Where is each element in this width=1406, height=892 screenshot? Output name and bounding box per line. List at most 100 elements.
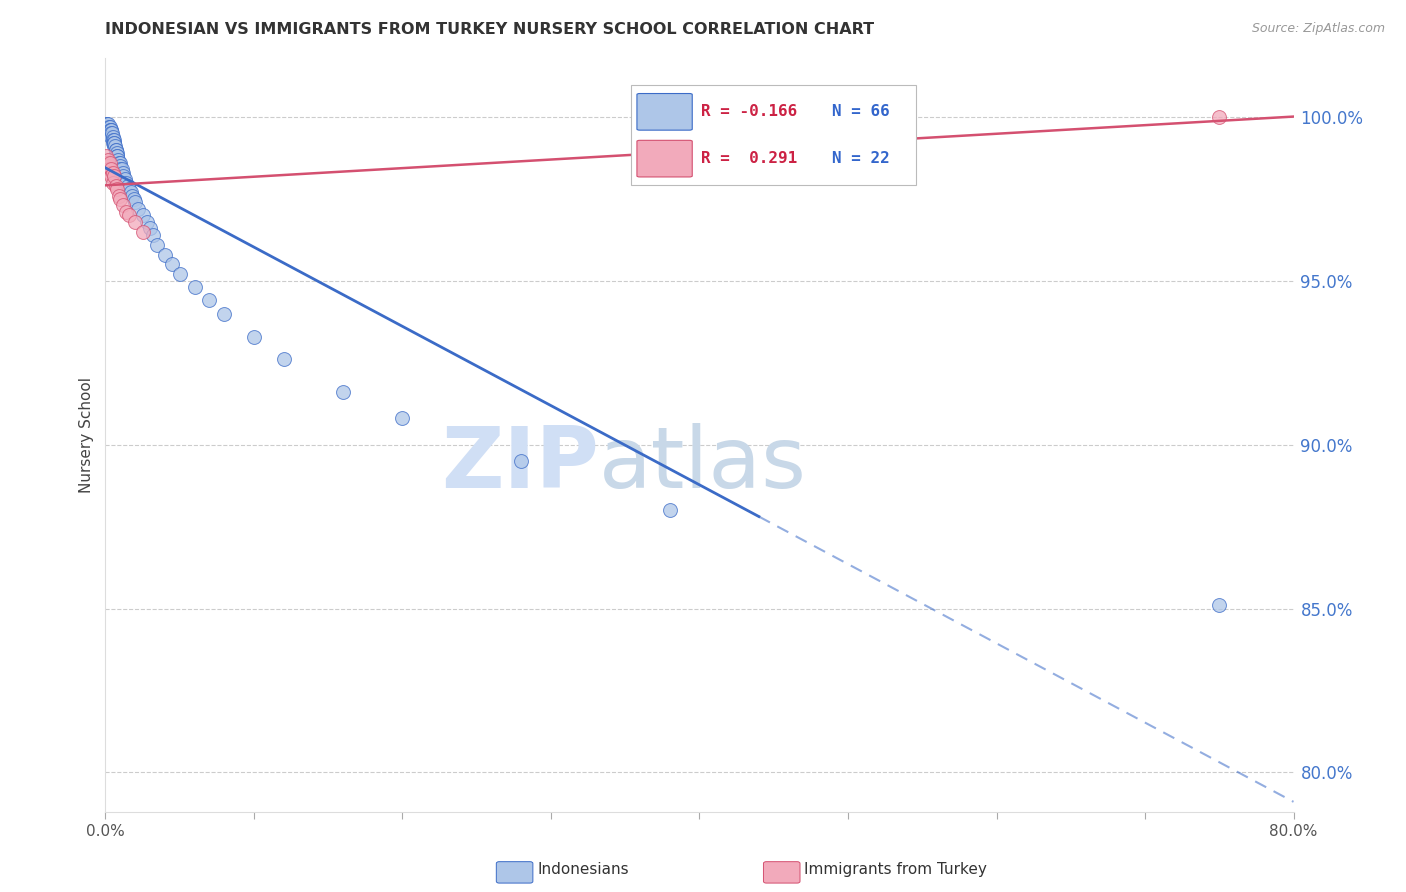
Point (273, 352, 295, 367)
Point (105, 146, 128, 161)
Point (98, 166, 121, 180)
Text: R = -0.166: R = -0.166 (702, 104, 797, 120)
Point (100, 162, 122, 177)
Point (100, 169, 122, 183)
Point (101, 126, 124, 140)
Point (101, 133, 124, 147)
Point (243, 329, 266, 343)
Text: ZIP: ZIP (440, 424, 599, 507)
Point (120, 186, 142, 200)
Point (169, 267, 191, 281)
Point (101, 176, 124, 190)
Point (97, 120, 120, 134)
Point (96, 116, 118, 130)
Point (105, 149, 128, 163)
Text: R =  0.291: R = 0.291 (702, 151, 797, 166)
Text: atlas: atlas (599, 424, 807, 507)
Point (100, 123, 122, 137)
Point (153, 247, 176, 261)
Point (1208, 599, 1230, 613)
Point (97, 153, 120, 167)
Point (198, 293, 221, 308)
Point (108, 159, 131, 173)
Point (121, 188, 143, 202)
Point (100, 123, 122, 137)
Point (108, 156, 131, 170)
Point (103, 139, 125, 153)
Point (101, 166, 124, 180)
Point (658, 503, 681, 517)
Point (96, 156, 118, 170)
Point (124, 195, 146, 210)
Point (108, 188, 131, 202)
Point (105, 153, 128, 167)
Text: Indonesians: Indonesians (537, 863, 628, 877)
Point (98, 162, 121, 177)
Text: N = 22: N = 22 (832, 151, 890, 166)
Point (96, 149, 118, 163)
Point (115, 176, 138, 190)
Point (97, 116, 120, 130)
Point (104, 143, 127, 157)
Point (112, 169, 135, 183)
Point (127, 202, 149, 216)
Point (110, 162, 132, 177)
Point (112, 198, 135, 212)
Point (391, 411, 413, 425)
Point (104, 178, 127, 193)
Text: Source: ZipAtlas.com: Source: ZipAtlas.com (1251, 22, 1385, 36)
Point (103, 136, 125, 151)
Point (112, 166, 135, 180)
Text: N = 66: N = 66 (832, 104, 890, 120)
Point (118, 208, 141, 222)
Point (103, 169, 125, 183)
Point (162, 257, 184, 271)
Point (104, 143, 127, 157)
Point (1208, 110, 1230, 124)
Point (101, 129, 124, 144)
Point (214, 307, 236, 321)
Point (332, 385, 354, 400)
Point (122, 192, 145, 206)
Point (98, 120, 121, 134)
Text: Immigrants from Turkey: Immigrants from Turkey (804, 863, 987, 877)
Point (103, 136, 125, 151)
Point (104, 146, 127, 161)
Point (110, 159, 132, 173)
FancyBboxPatch shape (637, 94, 692, 130)
Point (111, 162, 134, 177)
Point (146, 237, 169, 252)
Point (105, 149, 128, 163)
Point (108, 156, 131, 170)
Point (136, 215, 159, 229)
Point (111, 166, 134, 180)
Point (110, 192, 132, 206)
Point (114, 172, 136, 186)
Point (97, 123, 120, 137)
Point (117, 178, 139, 193)
Point (98, 123, 121, 137)
Point (98, 126, 121, 140)
Point (101, 136, 124, 151)
Y-axis label: Nursery School: Nursery School (79, 376, 94, 493)
Point (100, 126, 122, 140)
Point (131, 208, 153, 222)
FancyBboxPatch shape (637, 140, 692, 177)
Point (142, 227, 165, 242)
Text: INDONESIAN VS IMMIGRANTS FROM TURKEY NURSERY SCHOOL CORRELATION CHART: INDONESIAN VS IMMIGRANTS FROM TURKEY NUR… (105, 22, 875, 37)
Point (107, 153, 129, 167)
Point (183, 280, 205, 294)
Point (98, 156, 121, 170)
Point (97, 159, 120, 173)
Point (105, 182, 128, 196)
Point (139, 221, 162, 235)
Point (115, 205, 138, 219)
Point (131, 225, 153, 239)
Point (98, 120, 121, 134)
Point (510, 454, 533, 468)
FancyBboxPatch shape (631, 86, 917, 186)
Point (124, 215, 146, 229)
Point (104, 139, 127, 153)
Point (100, 129, 122, 144)
Point (96, 116, 118, 130)
